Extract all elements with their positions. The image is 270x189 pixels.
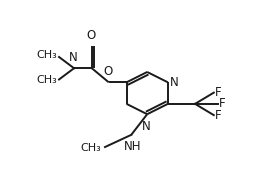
Text: CH₃: CH₃ — [36, 50, 57, 60]
Text: O: O — [103, 65, 112, 78]
Text: F: F — [219, 97, 226, 110]
Text: N: N — [170, 76, 179, 89]
Text: N: N — [69, 51, 77, 64]
Text: CH₃: CH₃ — [36, 75, 57, 85]
Text: F: F — [215, 109, 222, 122]
Text: NH: NH — [123, 139, 141, 153]
Text: CH₃: CH₃ — [80, 143, 101, 153]
Text: N: N — [142, 120, 151, 133]
Text: O: O — [86, 29, 96, 42]
Text: F: F — [215, 86, 222, 99]
